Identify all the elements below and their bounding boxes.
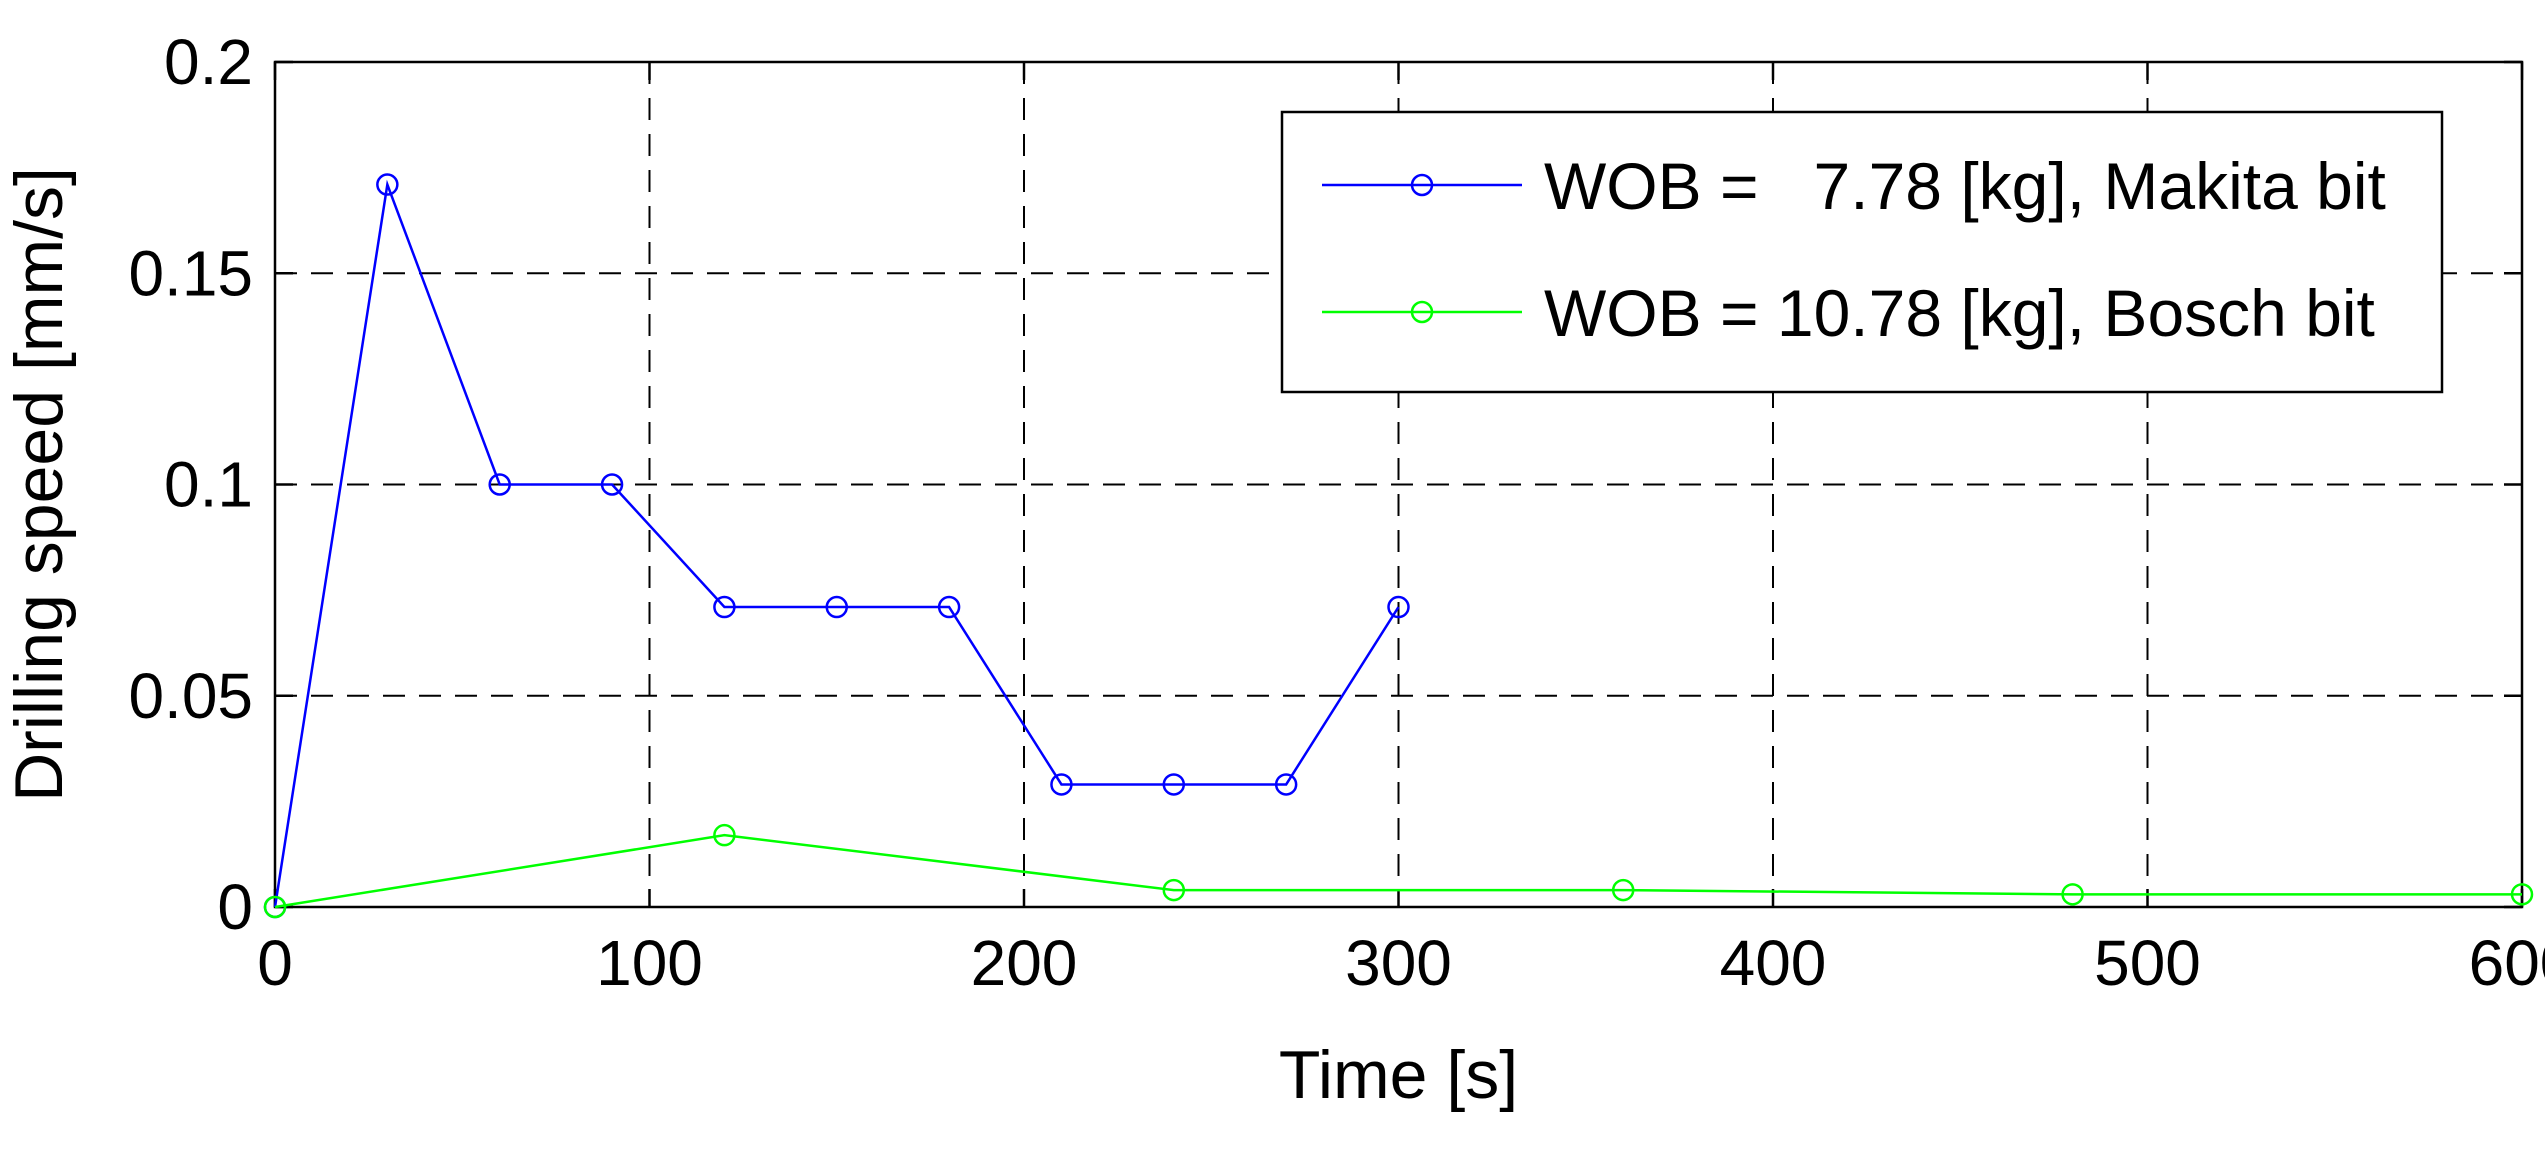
y-tick-label: 0.2 (164, 26, 253, 98)
data-point (1162, 773, 1186, 796)
data-point (713, 823, 736, 847)
x-axis-title: Time [s] (1279, 1037, 1518, 1113)
y-tick-label: 0.15 (128, 237, 253, 309)
legend-box (1280, 110, 2444, 394)
x-tick-label: 100 (596, 927, 703, 999)
data-point (1611, 878, 1635, 902)
x-tick-label: 200 (971, 927, 1078, 999)
legend-label: WOB = 7.78 [kg], Makita bit (1544, 149, 2386, 223)
x-tick-label: 300 (1345, 927, 1452, 999)
data-point (713, 595, 736, 619)
series-layer (263, 173, 2534, 919)
data-point (1162, 878, 1186, 902)
y-axis-title: Drilling speed [mm/s] (1, 167, 77, 802)
legend-items: WOB = 7.78 [kg], Makita bit WOB = 10.78 [… (1322, 149, 2386, 350)
legend-marker (1410, 300, 1434, 324)
data-point (488, 473, 511, 496)
legend: WOB = 7.78 [kg], Makita bit WOB = 10.78 [… (1280, 110, 2444, 394)
series-line (273, 179, 1400, 908)
x-tick-label: 0 (257, 927, 293, 999)
x-tick-label: 500 (2094, 927, 2201, 999)
data-point (600, 473, 624, 496)
data-point (825, 595, 848, 619)
x-tick-label: 600 (2469, 927, 2545, 999)
data-point (937, 595, 961, 619)
y-tick-label: 0.05 (128, 660, 253, 732)
data-point (2510, 883, 2534, 906)
x-tick-label: 400 (1720, 927, 1827, 999)
series-2 (263, 823, 2534, 919)
y-tick-label: 0 (217, 871, 253, 943)
y-tick-label: 0.1 (164, 449, 253, 521)
legend-entry: WOB = 7.78 [kg], Makita bit (1322, 149, 2386, 223)
data-point (263, 895, 287, 919)
legend-entry: WOB = 10.78 [kg], Bosch bit (1322, 276, 2375, 350)
legend-label: WOB = 10.78 [kg], Bosch bit (1544, 276, 2375, 350)
grid-lines (275, 62, 2522, 907)
data-point (2061, 883, 2084, 906)
data-point (1050, 773, 1073, 796)
axis-ticks (273, 60, 2524, 909)
data-point (1387, 595, 1410, 619)
data-point (1274, 773, 1298, 796)
y-tick-labels: 0 0.05 0.1 0.15 0.2 (128, 26, 253, 943)
data-point (376, 173, 399, 196)
series-line (274, 833, 2522, 909)
legend-marker (1410, 173, 1434, 197)
x-tick-labels: 0 100 200 300 400 500 600 (257, 927, 2545, 999)
